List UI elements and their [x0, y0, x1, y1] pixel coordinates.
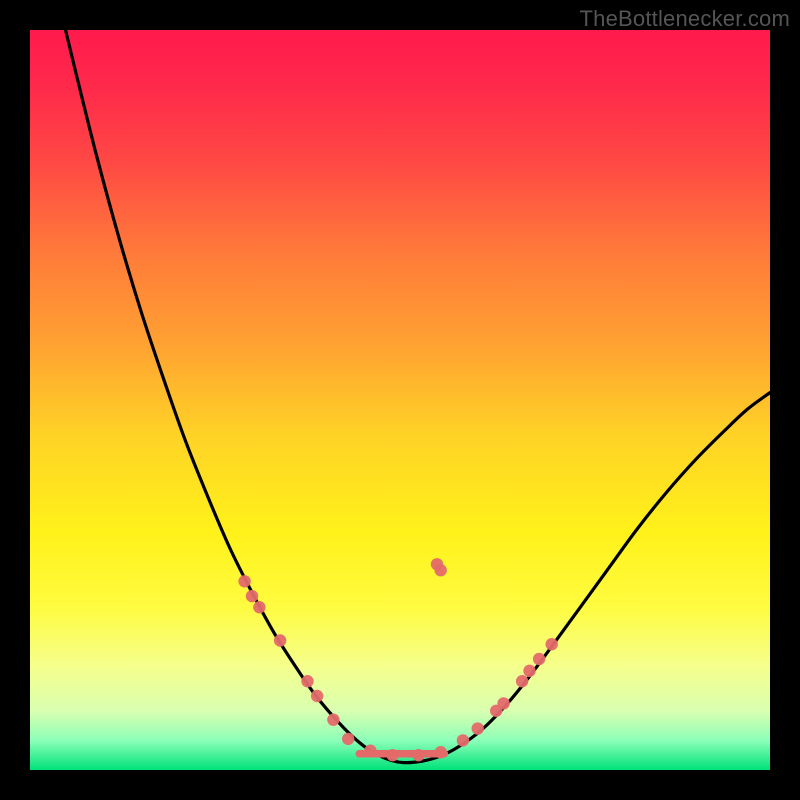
data-marker: [523, 665, 535, 677]
chart-stage: TheBottlenecker.com: [0, 0, 800, 800]
watermark-text: TheBottlenecker.com: [580, 6, 790, 32]
bottleneck-curve: [66, 30, 770, 763]
data-marker: [253, 601, 265, 613]
data-marker: [533, 653, 545, 665]
data-marker: [246, 590, 258, 602]
data-marker: [457, 734, 469, 746]
data-marker: [274, 634, 286, 646]
data-marker: [301, 675, 313, 687]
data-marker: [311, 690, 323, 702]
data-marker: [386, 749, 398, 761]
data-marker: [412, 749, 424, 761]
data-markers: [238, 558, 558, 761]
plot-svg: [0, 0, 800, 800]
data-marker: [364, 745, 376, 757]
data-marker: [472, 722, 484, 734]
data-marker: [435, 746, 447, 758]
data-marker: [342, 733, 354, 745]
data-marker: [546, 638, 558, 650]
data-marker: [238, 575, 250, 587]
data-marker: [516, 675, 528, 687]
data-marker: [327, 713, 339, 725]
data-marker: [497, 697, 509, 709]
data-marker: [435, 564, 447, 576]
